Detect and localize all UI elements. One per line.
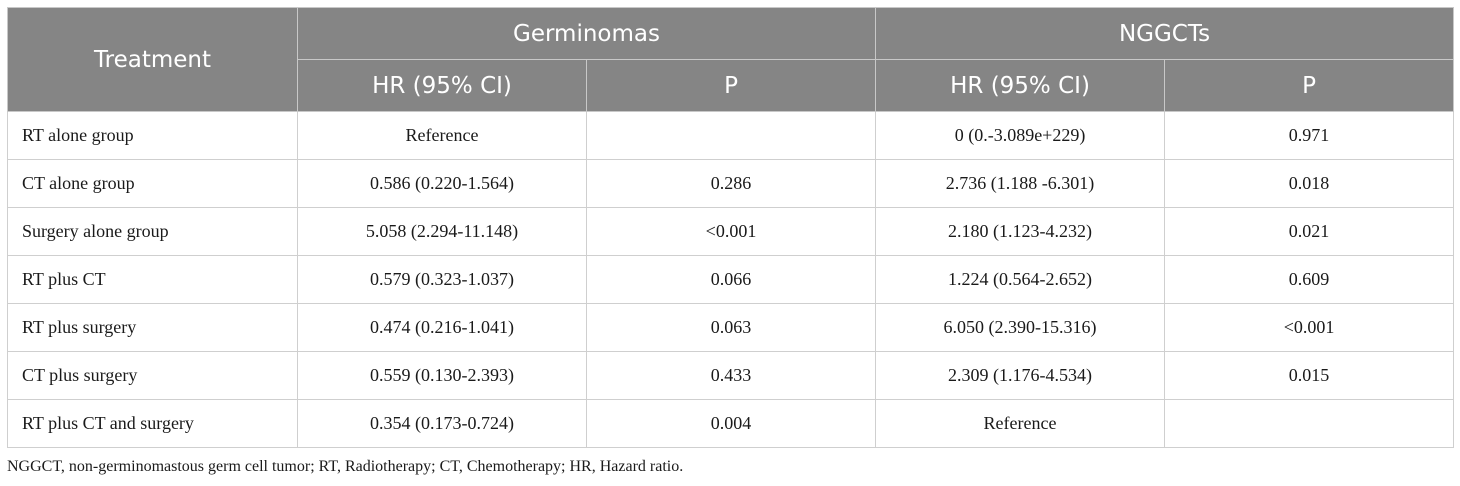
row-treatment: RT plus surgery	[7, 303, 298, 352]
row-nggcts-p	[1164, 399, 1455, 448]
row-nggcts-p: 0.021	[1164, 207, 1455, 256]
row-nggcts-hr: 1.224 (0.564-2.652)	[875, 255, 1166, 304]
table-row: RT plus CT 0.579 (0.323-1.037) 0.066 1.2…	[7, 255, 1455, 304]
row-germinomas-hr: 0.559 (0.130-2.393)	[297, 351, 587, 400]
header-nggcts: NGGCTs	[875, 7, 1455, 60]
header-nggcts-p: P	[1164, 59, 1455, 112]
row-germinomas-hr: 0.474 (0.216-1.041)	[297, 303, 587, 352]
table-row: CT plus surgery 0.559 (0.130-2.393) 0.43…	[7, 351, 1455, 400]
row-germinomas-p: 0.286	[585, 159, 877, 208]
table-row: CT alone group 0.586 (0.220-1.564) 0.286…	[7, 159, 1455, 208]
table-row: RT plus CT and surgery 0.354 (0.173-0.72…	[7, 399, 1455, 448]
table-row: RT plus surgery 0.474 (0.216-1.041) 0.06…	[7, 303, 1455, 352]
table-footnote: NGGCT, non-germinomastous germ cell tumo…	[7, 458, 684, 475]
header-germinomas-p: P	[585, 59, 877, 112]
row-germinomas-hr: 5.058 (2.294-11.148)	[297, 207, 587, 256]
row-treatment: RT plus CT	[7, 255, 298, 304]
row-treatment: Surgery alone group	[7, 207, 298, 256]
row-treatment: CT plus surgery	[7, 351, 298, 400]
row-germinomas-p: 0.066	[585, 255, 877, 304]
row-treatment: CT alone group	[7, 159, 298, 208]
row-germinomas-hr: Reference	[297, 111, 587, 160]
row-nggcts-p: <0.001	[1164, 303, 1455, 352]
row-germinomas-hr: 0.579 (0.323-1.037)	[297, 255, 587, 304]
row-germinomas-p: <0.001	[585, 207, 877, 256]
row-nggcts-p: 0.015	[1164, 351, 1455, 400]
row-nggcts-hr: Reference	[875, 399, 1166, 448]
header-germinomas: Germinomas	[296, 7, 877, 60]
row-nggcts-p: 0.971	[1164, 111, 1455, 160]
row-germinomas-p	[585, 111, 877, 160]
row-nggcts-hr: 0 (0.-3.089e+229)	[875, 111, 1166, 160]
row-germinomas-hr: 0.354 (0.173-0.724)	[297, 399, 587, 448]
row-germinomas-p: 0.004	[585, 399, 877, 448]
row-nggcts-p: 0.018	[1164, 159, 1455, 208]
row-germinomas-hr: 0.586 (0.220-1.564)	[297, 159, 587, 208]
row-nggcts-hr: 6.050 (2.390-15.316)	[875, 303, 1166, 352]
row-treatment: RT alone group	[7, 111, 298, 160]
row-nggcts-hr: 2.309 (1.176-4.534)	[875, 351, 1166, 400]
table-row: RT alone group Reference 0 (0.-3.089e+22…	[7, 111, 1455, 160]
header-nggcts-hr: HR (95% CI)	[875, 59, 1166, 112]
hazard-ratio-table: Treatment Germinomas NGGCTs HR (95% CI) …	[7, 7, 1455, 448]
row-nggcts-hr: 2.736 (1.188 -6.301)	[875, 159, 1166, 208]
row-treatment: RT plus CT and surgery	[7, 399, 298, 448]
table-row: Surgery alone group 5.058 (2.294-11.148)…	[7, 207, 1455, 256]
row-nggcts-p: 0.609	[1164, 255, 1455, 304]
row-nggcts-hr: 2.180 (1.123-4.232)	[875, 207, 1166, 256]
row-germinomas-p: 0.063	[585, 303, 877, 352]
header-germinomas-hr: HR (95% CI)	[297, 59, 587, 112]
header-treatment: Treatment	[7, 7, 298, 112]
row-germinomas-p: 0.433	[585, 351, 877, 400]
